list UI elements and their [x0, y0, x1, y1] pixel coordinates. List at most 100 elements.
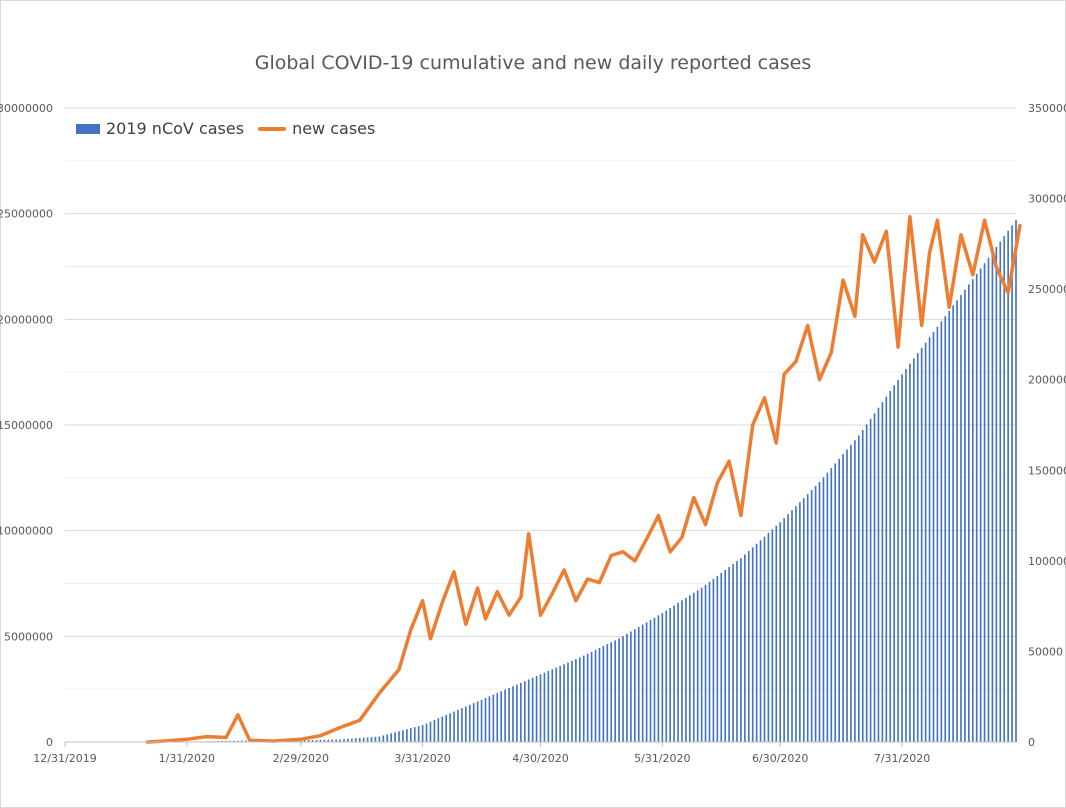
bar: [740, 558, 742, 742]
bar: [472, 703, 475, 742]
x-tick-label: 7/31/2020: [874, 752, 930, 765]
x-tick-label: 6/30/2020: [752, 752, 808, 765]
bar: [527, 679, 530, 742]
bar: [303, 740, 306, 742]
bar: [755, 543, 758, 742]
bar: [747, 550, 750, 742]
y-right-tick-label: 100000: [1028, 555, 1066, 568]
bar: [523, 681, 526, 742]
bar: [905, 368, 907, 742]
bar: [732, 564, 734, 742]
bar: [457, 709, 459, 742]
bar: [1007, 230, 1009, 742]
bar: [374, 736, 377, 742]
new-cases-line: [145, 214, 1022, 744]
bar: [1003, 236, 1006, 742]
bar: [461, 708, 463, 742]
bar: [315, 739, 318, 742]
y-left-tick-label: 5000000: [4, 630, 53, 643]
y-left-tick-label: 20000000: [0, 313, 53, 326]
bar: [759, 540, 762, 742]
bar: [421, 725, 424, 742]
bar: [673, 605, 675, 742]
bar: [433, 720, 436, 742]
bar: [708, 581, 711, 742]
bar: [645, 622, 648, 742]
bar: [975, 273, 978, 742]
bar: [724, 569, 727, 742]
bar: [716, 575, 719, 742]
bar: [928, 337, 931, 742]
bar: [873, 413, 876, 742]
bar: [362, 737, 365, 742]
bar-series: [68, 220, 1017, 743]
bar: [952, 305, 954, 742]
bar: [370, 737, 373, 742]
bar: [441, 716, 444, 742]
bar: [1011, 225, 1013, 742]
bar: [854, 440, 856, 742]
bar: [633, 629, 636, 742]
bar: [225, 740, 227, 742]
bar: [712, 578, 715, 742]
bar: [932, 332, 935, 742]
bar: [339, 739, 341, 742]
bar: [429, 721, 432, 742]
bar: [799, 502, 801, 742]
bar: [771, 529, 774, 742]
bar: [940, 321, 943, 742]
bar: [889, 390, 892, 742]
bar: [802, 498, 805, 742]
bar: [237, 740, 239, 742]
bar: [909, 363, 911, 742]
bar: [610, 642, 613, 742]
bar: [795, 506, 797, 742]
bar: [728, 567, 730, 742]
bar: [244, 740, 247, 742]
bar: [842, 454, 844, 742]
bar: [885, 396, 888, 742]
x-tick-label: 5/31/2020: [634, 752, 690, 765]
bar: [582, 655, 585, 742]
bar: [382, 735, 385, 742]
bar: [299, 740, 302, 742]
bar: [983, 263, 986, 742]
bar: [614, 640, 616, 742]
chart-legend: 2019 nCoV cases new cases: [76, 119, 375, 138]
bar: [417, 726, 420, 742]
bar: [354, 738, 357, 742]
bar: [783, 518, 785, 742]
bar: [402, 730, 404, 742]
legend-label-bars: 2019 nCoV cases: [106, 119, 245, 138]
bar: [575, 659, 577, 742]
bar: [449, 713, 451, 742]
y-left-tick-label: 25000000: [0, 208, 53, 221]
bar: [500, 691, 503, 742]
bar: [539, 674, 542, 742]
bar: [492, 694, 495, 742]
x-tick-label: 1/31/2020: [159, 752, 215, 765]
bar: [229, 740, 231, 742]
bar: [677, 602, 679, 742]
bar: [590, 651, 593, 742]
bar: [689, 595, 691, 742]
bar: [971, 279, 974, 742]
bar: [559, 665, 561, 742]
bar: [512, 686, 514, 742]
bar: [806, 494, 809, 742]
bar: [704, 584, 707, 742]
bar: [826, 472, 829, 742]
bar: [775, 525, 778, 742]
bar: [323, 739, 326, 742]
bar: [508, 687, 510, 742]
x-tick-label: 2/29/2020: [273, 752, 329, 765]
bar: [311, 739, 314, 742]
bar: [437, 718, 440, 742]
bar: [606, 644, 609, 742]
bar: [398, 731, 400, 742]
bar: [366, 737, 369, 742]
bar: [347, 738, 349, 742]
bar: [480, 699, 483, 742]
bar: [516, 684, 518, 742]
bar: [897, 379, 899, 742]
